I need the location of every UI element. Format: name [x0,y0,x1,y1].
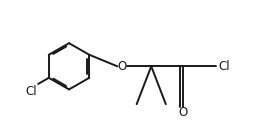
Text: O: O [117,60,127,73]
Text: Cl: Cl [219,60,230,73]
Text: Cl: Cl [25,85,37,98]
Text: O: O [178,106,188,119]
